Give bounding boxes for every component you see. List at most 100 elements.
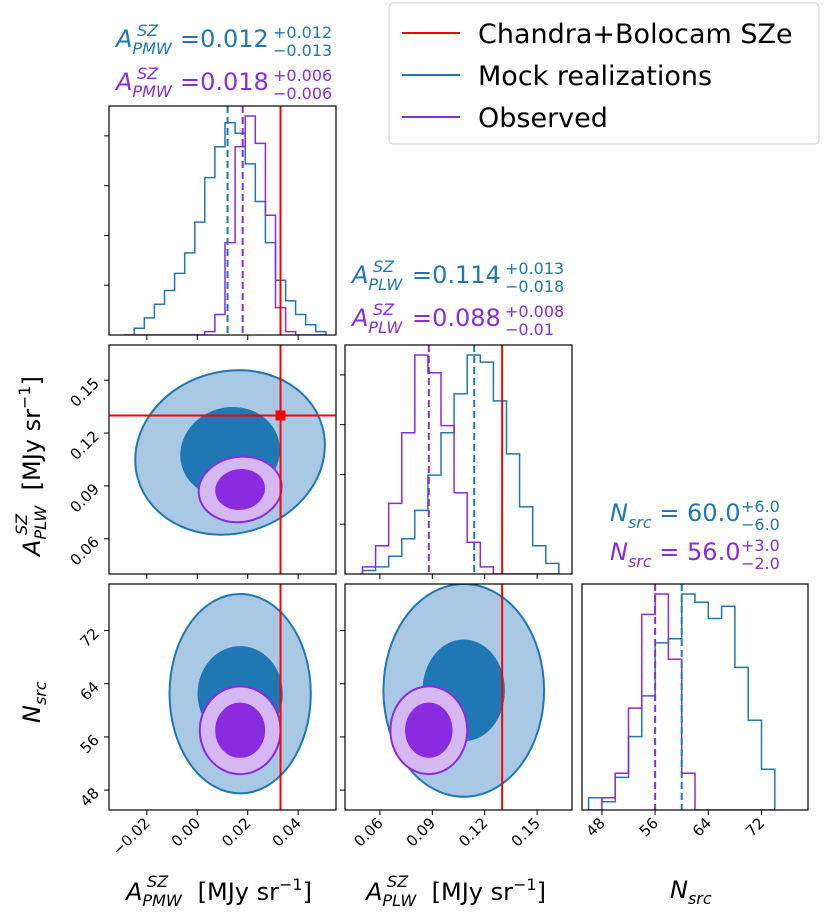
stat-nsrc-mock-value: = 60.0 [652, 499, 741, 527]
xlabel-pmw-sup: SZ [147, 872, 169, 891]
ylabel-plw: APLWSZ [MJy sr−1] [12, 376, 50, 558]
nsrc-hist-observed [588, 593, 775, 810]
xlabel-plw-unit: [MJy sr [424, 878, 513, 906]
stat-pmw-obs-letter: A [114, 68, 132, 96]
xlabel-plw-letter: A [364, 878, 382, 906]
nsrc-xtick-label: 48 [583, 814, 609, 840]
plw-hist-frame [344, 344, 573, 575]
xlabel-nsrc-letter: N [670, 876, 688, 904]
stat-plw-mock-sub: PLW [368, 275, 403, 294]
xlabel-plw-close: ] [537, 878, 546, 906]
plot-area [109, 345, 336, 574]
stat-pmw-mock-sup: SZ [137, 21, 159, 40]
plw-xtick-label: 0.12 [455, 814, 491, 850]
panel-plw-vs-pmw: 0.06 0.09 0.12 0.15 [66, 344, 337, 579]
stat-plw-observed: APLWSZ =0.088 +0.008 −0.01 [350, 300, 564, 339]
pmw-hist-mock [124, 122, 327, 335]
plot-area [361, 345, 560, 574]
xlabel-plw-sub: PLW [382, 891, 417, 910]
stat-nsrc-mock-sub: src [628, 513, 652, 532]
stat-plw-mock-letter: A [350, 261, 368, 289]
stat-pmw-mock-plus: +0.012 [273, 23, 332, 42]
xlabel-pmw-letter: A [124, 878, 142, 906]
nsrc-xtick-label: 56 [636, 814, 662, 840]
stat-nsrc-obs-minus: −2.0 [741, 554, 780, 573]
pmw-hist-frame [108, 105, 337, 336]
ylabel-plw-sup: SZ [12, 513, 31, 535]
stat-nsrc-obs-letter: N [610, 538, 628, 566]
stat-plw-obs-sub: PLW [368, 318, 403, 337]
stat-plw-obs-letter: A [350, 304, 368, 332]
xlabel-nsrc-sub: src [688, 889, 712, 908]
plot-area [382, 584, 546, 810]
legend-frame [388, 2, 820, 145]
stat-plw-mock-value: =0.114 [412, 261, 501, 289]
xlabel-pmw-exp: −1 [279, 875, 303, 894]
panel-hist-nsrc: 48 56 64 72 [581, 583, 809, 840]
pmw-xtick-label: 0.02 [218, 814, 254, 850]
nsrc-ytick-label: 48 [77, 784, 103, 810]
plw_vs_pmw-reference-marker [275, 410, 286, 421]
stat-nsrc-obs-sub: src [628, 552, 652, 571]
stat-plw-mock: APLWSZ =0.114 +0.013 −0.018 [350, 257, 564, 296]
stat-pmw-mock-sub: PMW [132, 39, 172, 58]
stat-nsrc-mock-minus: −6.0 [741, 515, 780, 534]
plw-xtick-label: 0.15 [508, 814, 544, 850]
pmw-xtick-label: −0.02 [108, 814, 153, 859]
plw-ytick-label: 0.12 [66, 427, 102, 463]
stat-nsrc-mock-plus: +6.0 [741, 497, 780, 516]
nsrc-ytick-label: 64 [77, 678, 103, 704]
nsrc_vs_pmw-observed-inner [215, 702, 266, 758]
stat-nsrc-mock-letter: N [610, 499, 628, 527]
legend-label-chandra: Chandra+Bolocam SZe [478, 19, 793, 50]
nsrc-ytick-label: 72 [77, 625, 103, 651]
stat-pmw-obs-value: =0.018 [180, 68, 269, 96]
xlabel-pmw-unit: [MJy sr [190, 878, 279, 906]
stat-pmw-mock-value: =0.012 [180, 25, 269, 53]
stat-pmw-obs-sup: SZ [137, 64, 159, 83]
stat-plw-mock-plus: +0.013 [505, 259, 564, 278]
xlabel-plw-exp: −1 [513, 875, 537, 894]
nsrc-xtick-label: 64 [689, 814, 715, 840]
ylabel-plw-letter: A [18, 540, 46, 558]
plot-area [587, 584, 776, 810]
xlabel-plw-sup: SZ [387, 872, 409, 891]
xlabel-plw: APLWSZ [MJy sr−1] [364, 872, 546, 910]
legend-label-observed: Observed [478, 103, 608, 134]
panel-hist-plw [340, 344, 573, 579]
plw-xtick-label: 0.09 [403, 814, 439, 850]
stat-nsrc-obs-plus: +3.0 [741, 536, 780, 555]
plot-area [168, 584, 312, 810]
stat-nsrc-mock: Nsrc = 60.0+6.0 −6.0 [610, 497, 780, 534]
plot-area [124, 106, 327, 335]
ylabel-plw-close: ] [18, 376, 46, 385]
xlabel-nsrc: Nsrc [670, 876, 712, 908]
plw-xtick-label: 0.06 [350, 814, 386, 850]
ylabel-plw-unit: [MJy sr [18, 409, 46, 498]
stat-pmw-obs-sub: PMW [132, 82, 172, 101]
nsrc-hist-frame [581, 583, 809, 811]
nsrc_vs_plw-frame [344, 583, 573, 811]
plw_vs_pmw-observed-inner [215, 468, 266, 510]
pmw-hist-observed [124, 115, 326, 335]
stat-pmw-mock-minus: −0.013 [273, 41, 332, 60]
xlabel-pmw-close: ] [303, 878, 312, 906]
stat-pmw-mock: APMWSZ =0.012 +0.012 −0.013 [114, 21, 332, 60]
stat-plw-obs-sup: SZ [373, 300, 395, 319]
panel-nsrc-vs-plw: 0.06 0.09 0.12 0.15 [340, 583, 573, 850]
stat-plw-mock-sup: SZ [373, 257, 395, 276]
nsrc-xtick-label: 72 [742, 814, 768, 840]
stat-pmw-obs-plus: +0.006 [273, 66, 332, 85]
stat-nsrc-obs-value: = 56.0 [652, 538, 741, 566]
nsrc_vs_plw-observed-inner [405, 702, 453, 758]
pmw-xtick-label: 0.00 [168, 814, 204, 850]
stat-plw-obs-value: =0.088 [412, 304, 501, 332]
ylabel-nsrc: Nsrc [18, 681, 50, 723]
plw-ytick-label: 0.09 [66, 480, 102, 516]
ylabel-nsrc-sub: src [31, 681, 50, 705]
legend: Chandra+Bolocam SZe Mock realizations Ob… [388, 2, 820, 145]
panel-hist-pmw [104, 105, 337, 340]
stat-plw-obs-plus: +0.008 [505, 302, 564, 321]
plw-hist-observed [361, 354, 559, 574]
